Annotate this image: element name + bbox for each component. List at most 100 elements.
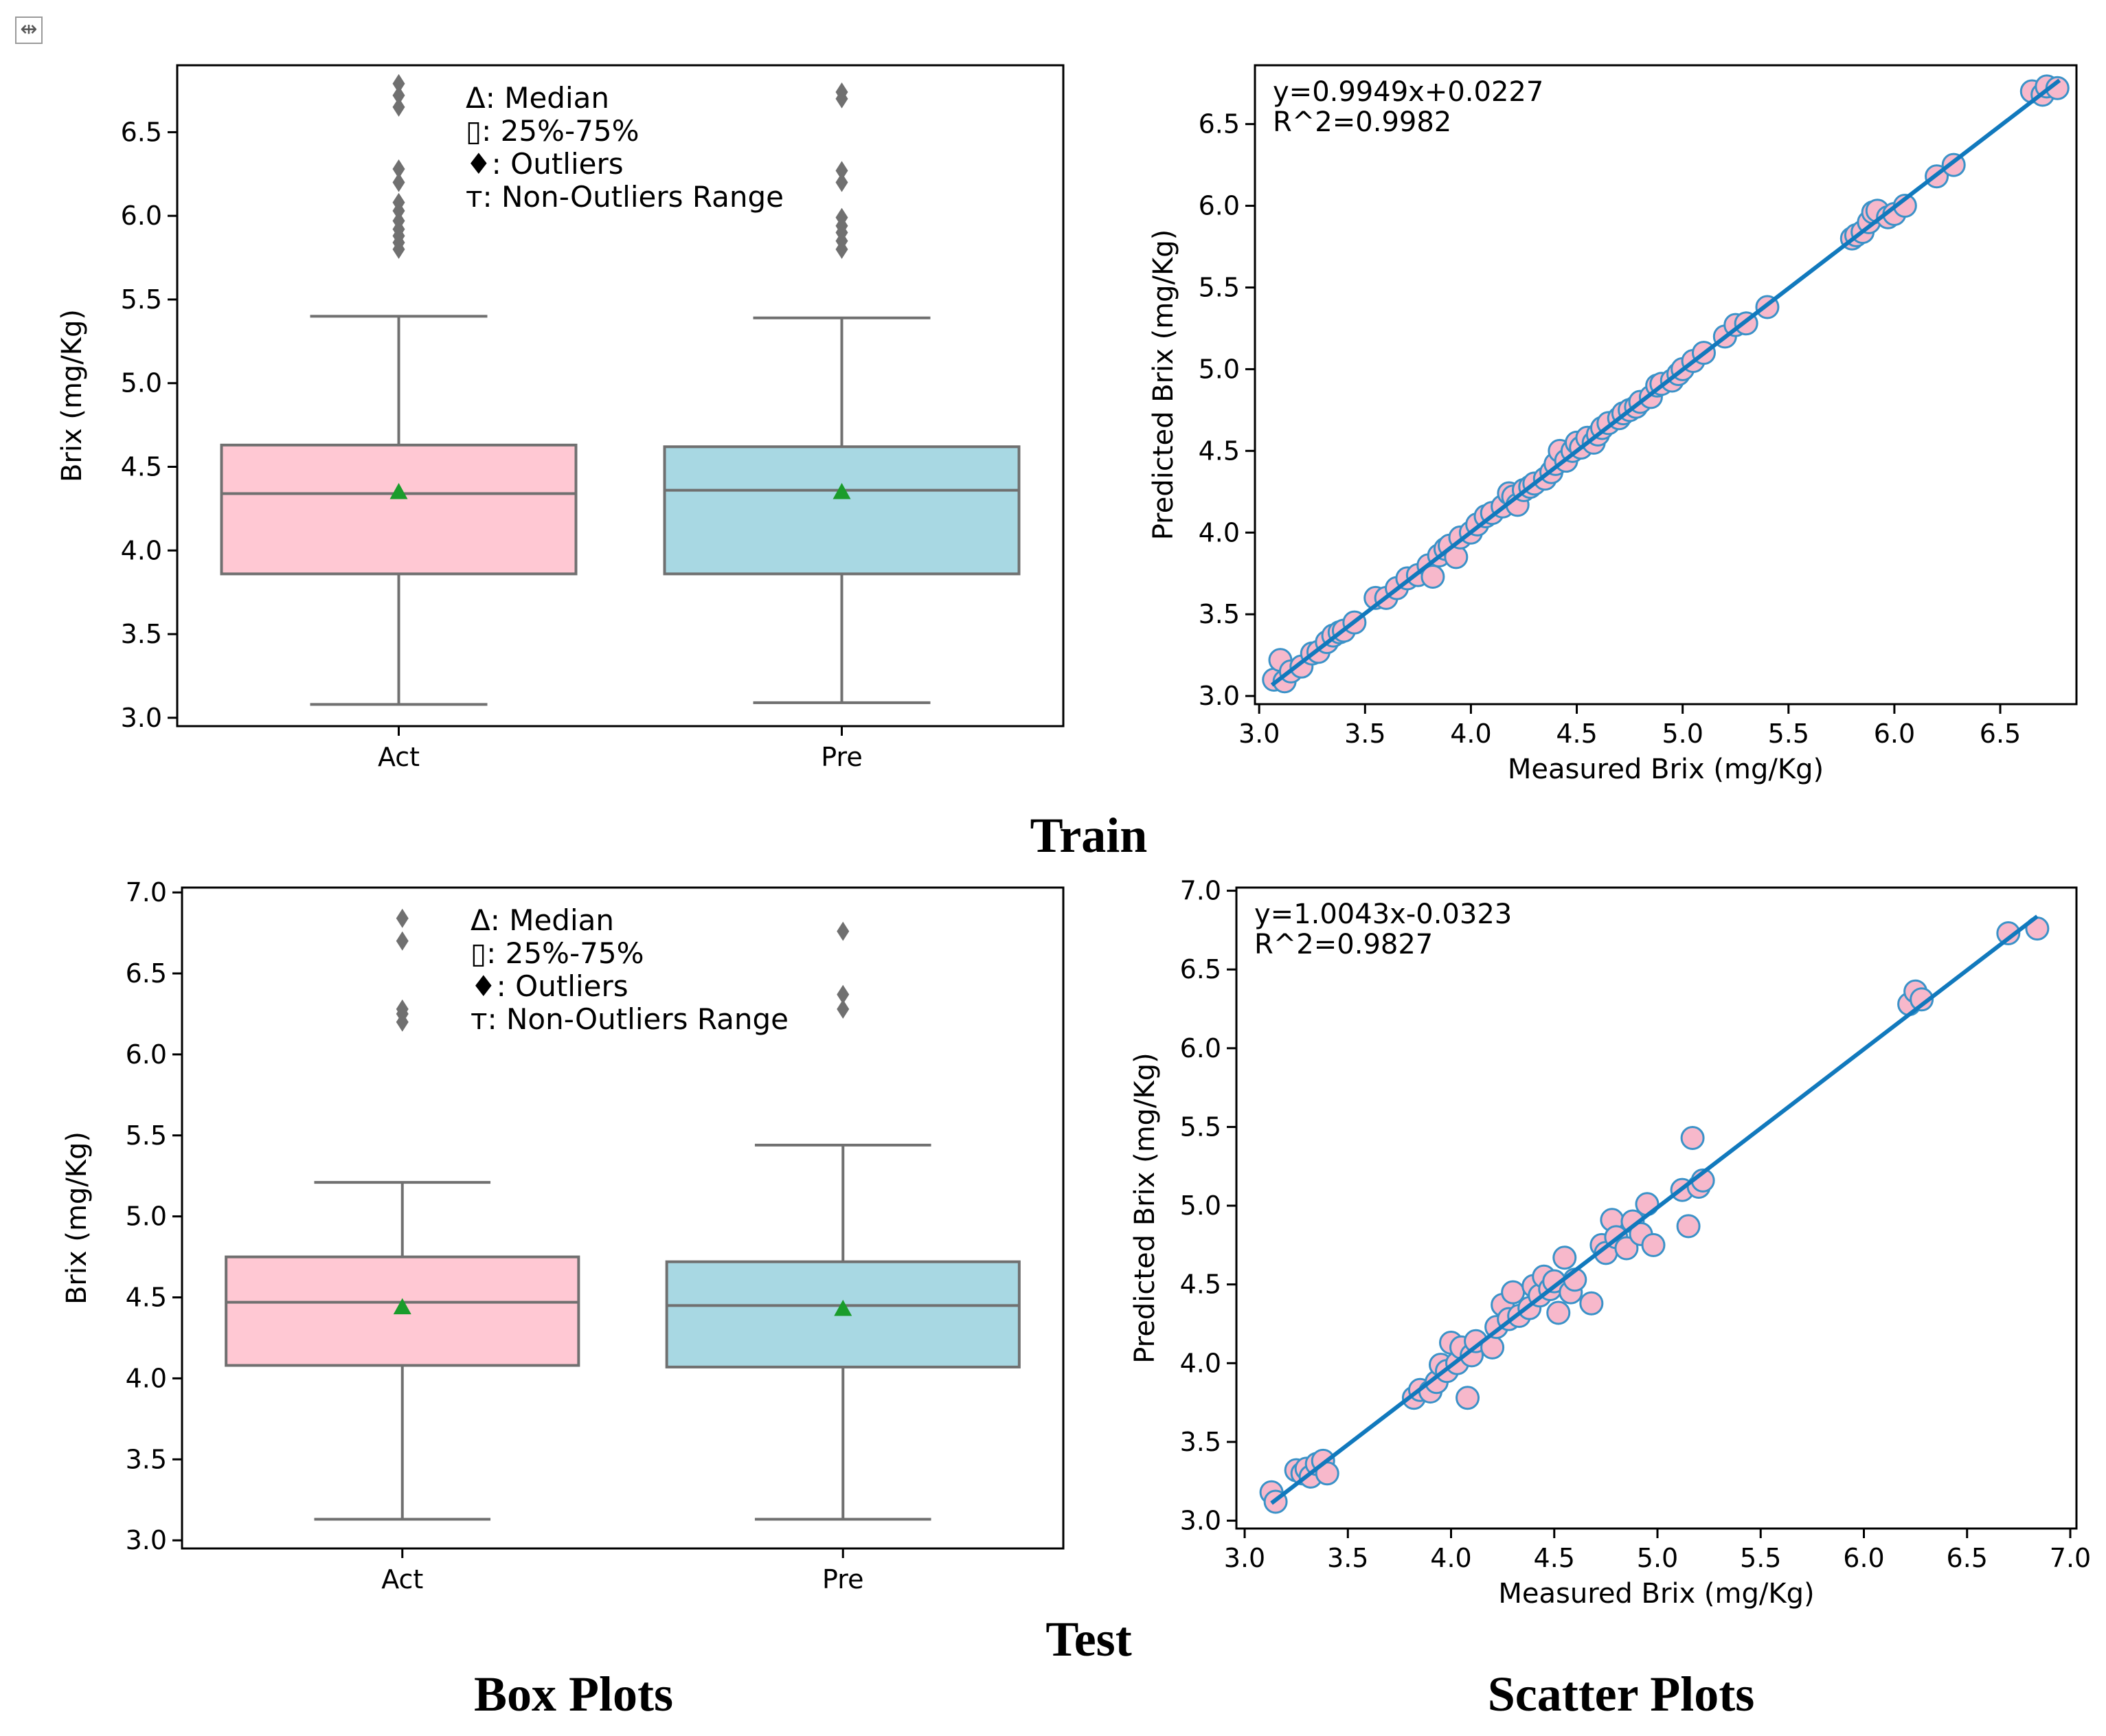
legend-entry: ▯: 25%-75% — [466, 114, 639, 148]
x-tick-label: 6.0 — [1843, 1543, 1884, 1573]
data-point — [1676, 1214, 1701, 1239]
x-tick-label: 3.5 — [1327, 1543, 1368, 1573]
caption-test: Test — [1045, 1612, 1132, 1667]
y-tick-label: 3.5 — [121, 619, 162, 649]
data-point — [1579, 1291, 1604, 1316]
y-tick-label: 3.5 — [1180, 1427, 1221, 1457]
y-tick-label: 5.0 — [1180, 1191, 1221, 1221]
x-tick-label: 5.5 — [1768, 719, 1809, 749]
caption-box-plots: Box Plots — [473, 1667, 674, 1722]
y-tick-label: 4.5 — [126, 1283, 167, 1313]
iqr-box-pre — [663, 445, 1021, 576]
x-tick-label: 4.0 — [1430, 1543, 1471, 1573]
y-tick-label: 6.0 — [121, 201, 162, 231]
outlier-point — [392, 74, 405, 93]
train_box-chart: 3.0 3.5 4.0 4.5 5.0 5.5 6.0 6.5 Act Pre Brix (mg/K… — [56, 64, 1065, 772]
x-axis-label: Measured Brix (mg/Kg) — [1498, 1578, 1814, 1610]
y-tick-label: 5.5 — [126, 1120, 167, 1151]
outlier-point — [396, 908, 409, 928]
outlier-point — [835, 207, 848, 227]
y-tick-label: 5.0 — [126, 1202, 167, 1232]
y-tick-label: 3.0 — [126, 1525, 167, 1555]
outlier-point — [392, 211, 405, 231]
outlier-point — [392, 172, 405, 192]
fit-equation: y=0.9949x+0.0227 — [1273, 76, 1543, 108]
data-point — [1910, 987, 1934, 1012]
x-tick-label: 4.0 — [1450, 719, 1491, 749]
x-tick-label: 6.5 — [1980, 719, 2021, 749]
y-tick-label: 5.0 — [121, 368, 162, 398]
outlier-point — [392, 85, 405, 105]
data-point — [1996, 921, 2021, 945]
data-point — [1420, 564, 1445, 589]
outlier-point — [392, 159, 405, 179]
outlier-point — [835, 161, 848, 181]
plot-frame — [176, 64, 1065, 728]
legend-entry: ♦: Outliers — [466, 147, 624, 181]
y-axis-label: Predicted Brix (mg/Kg) — [1148, 229, 1179, 541]
y-axis-label: Predicted Brix (mg/Kg) — [1129, 1052, 1161, 1364]
mean-marker — [833, 483, 851, 499]
y-tick-label: 6.0 — [126, 1039, 167, 1070]
x-tick-label: Pre — [821, 742, 862, 772]
regression-line — [1270, 78, 2061, 687]
x-tick-label: 3.0 — [1224, 1543, 1265, 1573]
y-tick-label: 7.0 — [126, 877, 167, 908]
x-tick-label: 6.5 — [1947, 1543, 1988, 1573]
mean-marker — [389, 483, 408, 499]
plot-frame — [181, 886, 1065, 1550]
x-tick-label: 4.5 — [1534, 1543, 1575, 1573]
x-tick-label: Pre — [822, 1564, 863, 1594]
y-tick-label: 6.5 — [1199, 109, 1240, 139]
legend-entry: ♦: Outliers — [471, 969, 629, 1003]
x-tick-label: 3.5 — [1344, 719, 1385, 749]
outlier-point — [837, 984, 850, 1004]
x-tick-label: 5.5 — [1740, 1543, 1781, 1573]
y-tick-label: 5.5 — [121, 284, 162, 315]
y-tick-label: 4.0 — [1180, 1348, 1221, 1378]
y-axis-label: Brix (mg/Kg) — [56, 309, 88, 482]
y-tick-label: 3.0 — [1199, 681, 1240, 711]
caption-train: Train — [1030, 808, 1148, 863]
x-tick-label: 5.0 — [1662, 719, 1703, 749]
mean-marker — [834, 1300, 852, 1316]
plot-frame — [1235, 886, 2078, 1530]
fit-equation: y=1.0043x-0.0323 — [1254, 899, 1512, 930]
y-tick-label: 4.5 — [121, 452, 162, 482]
r-squared: R^2=0.9982 — [1273, 106, 1451, 138]
r-squared: R^2=0.9827 — [1254, 929, 1433, 960]
move-icon[interactable]: ⇹ — [15, 16, 43, 44]
x-tick-label: 7.0 — [2050, 1543, 2091, 1573]
outlier-point — [837, 999, 850, 1019]
x-tick-label: Act — [378, 742, 420, 772]
y-tick-label: 6.5 — [1180, 954, 1221, 984]
train_scatter-chart: 3.0 3.5 4.0 4.5 5.0 5.5 6.0 6.5 3.0 3.5 4.0 4.5 5.0 5… — [1148, 64, 2078, 785]
y-tick-label: 6.0 — [1180, 1033, 1221, 1063]
x-tick-label: 4.5 — [1556, 719, 1597, 749]
x-tick-label: 5.0 — [1637, 1543, 1678, 1573]
legend-entry: ▯: 25%-75% — [471, 936, 644, 970]
outlier-point — [835, 82, 848, 102]
legend-entry: Δ: Median — [466, 81, 609, 115]
data-point — [1614, 1236, 1639, 1261]
legend-entry: ᴛ: Non-Outliers Range — [471, 1002, 789, 1036]
caption-scatter-plots: Scatter Plots — [1487, 1667, 1755, 1722]
outlier-point — [396, 931, 409, 951]
y-tick-label: 4.0 — [1199, 517, 1240, 548]
data-point — [1680, 1125, 1705, 1150]
iqr-box-act — [220, 443, 578, 576]
mean-marker — [393, 1298, 411, 1315]
test_box-chart: 3.0 3.5 4.0 4.5 5.0 5.5 6.0 6.5 7.0 Act Pre Brix (m… — [61, 877, 1065, 1594]
y-tick-label: 7.0 — [1180, 876, 1221, 906]
y-tick-label: 4.5 — [1180, 1270, 1221, 1300]
y-tick-label: 6.5 — [126, 958, 167, 989]
regression-line — [1270, 914, 2039, 1505]
data-point — [1456, 1386, 1480, 1410]
plot-frame — [1254, 64, 2078, 706]
y-tick-label: 5.5 — [1180, 1112, 1221, 1142]
outlier-point — [837, 921, 850, 941]
outlier-point — [392, 97, 405, 117]
x-axis-label: Measured Brix (mg/Kg) — [1508, 754, 1824, 785]
x-tick-label: Act — [381, 1564, 423, 1594]
